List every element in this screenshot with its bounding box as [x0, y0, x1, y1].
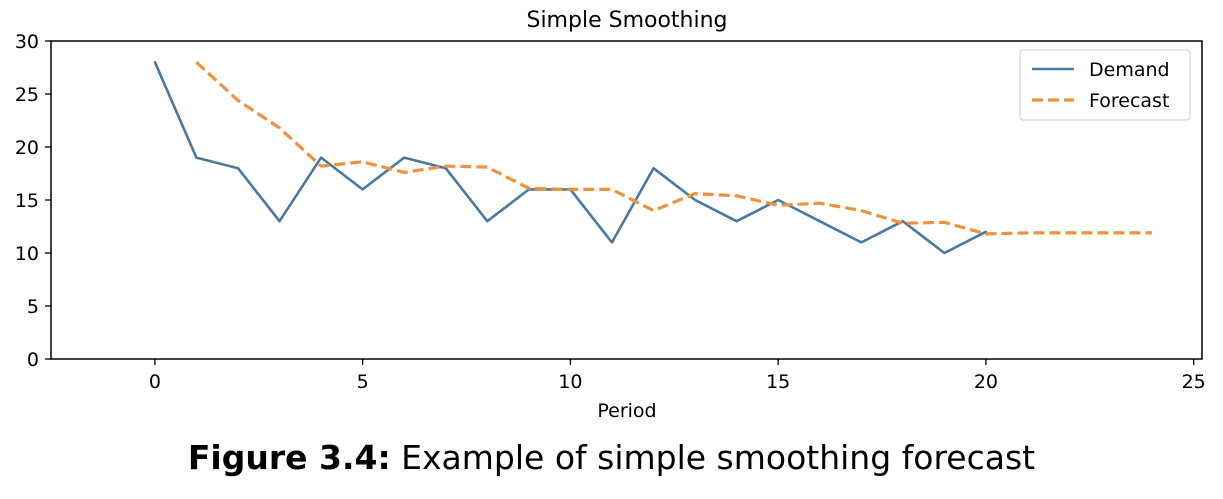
figure-caption-text: Example of simple smoothing forecast	[401, 438, 1036, 477]
series-line-forecast	[195, 61, 1153, 236]
y-tick-label: 0	[27, 349, 39, 371]
x-tick-label: 25	[1182, 371, 1206, 393]
legend-label-demand: Demand	[1089, 59, 1170, 81]
y-tick-label: 10	[15, 243, 39, 265]
x-tick-label: 20	[974, 371, 998, 393]
series-line-demand	[153, 60, 988, 255]
y-tick-label: 20	[15, 137, 39, 159]
x-tick-label: 10	[558, 371, 582, 393]
legend-box	[1019, 49, 1191, 121]
chart-title: Simple Smoothing	[526, 8, 727, 33]
x-tick-label: 0	[149, 371, 161, 393]
y-tick-label: 30	[15, 31, 39, 53]
x-axis-label: Period	[597, 400, 656, 422]
legend-label-forecast: Forecast	[1089, 90, 1169, 112]
figure-caption-label: Figure 3.4:	[187, 438, 391, 477]
line-chart: Simple Smoothing 0 5 10 15 20 25051015202530 …	[15, 8, 1206, 422]
y-tick-label: 25	[15, 84, 39, 106]
y-tick-label: 5	[27, 296, 39, 318]
y-tick-label: 15	[15, 190, 39, 212]
figure-caption: Figure 3.4: Example of simple smoothing …	[0, 438, 1223, 477]
legend: Demand Forecast	[1019, 49, 1191, 121]
x-tick-label: 15	[766, 371, 790, 393]
x-tick-label: 5	[357, 371, 369, 393]
